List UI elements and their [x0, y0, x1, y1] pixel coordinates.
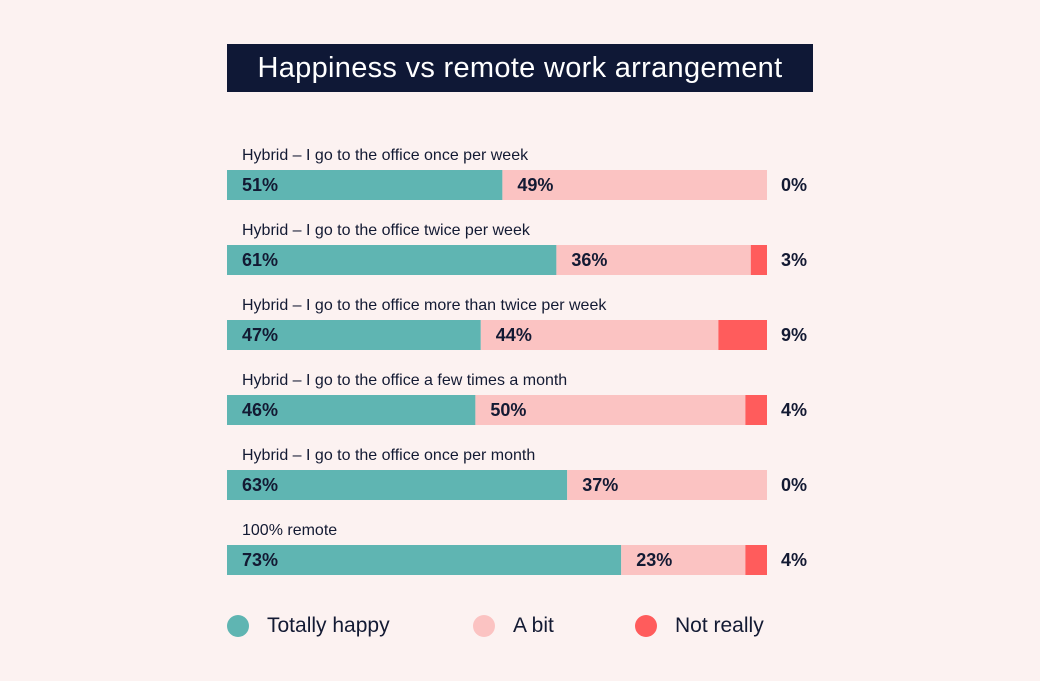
stacked-bar-chart: Hybrid – I go to the office once per wee… [227, 147, 807, 575]
data-label-totally-happy: 63% [242, 475, 278, 495]
data-label-a-bit: 37% [582, 475, 618, 495]
bar-row: Hybrid – I go to the office once per mon… [227, 447, 807, 500]
chart-title: Happiness vs remote work arrangement [227, 44, 813, 92]
data-label-a-bit: 44% [496, 325, 532, 345]
legend: Totally happy A bit Not really [227, 611, 827, 641]
legend-item-a-bit: A bit [473, 611, 554, 641]
data-label-totally-happy: 61% [242, 250, 278, 270]
data-label-a-bit: 50% [490, 400, 526, 420]
category-label: 100% remote [242, 522, 337, 539]
category-label: Hybrid – I go to the office once per mon… [242, 447, 535, 464]
bar-segment-not-really [745, 545, 767, 575]
data-label-totally-happy: 46% [242, 400, 278, 420]
bar-segment-not-really [745, 395, 767, 425]
bar-segment-totally-happy [227, 320, 481, 350]
bar-row: Hybrid – I go to the office once per wee… [227, 147, 807, 200]
bar-row: 100% remote 73% 23% 4% [227, 522, 807, 575]
bar-segment-totally-happy [227, 545, 622, 575]
legend-item-not-really: Not really [635, 611, 764, 641]
bar-segment-a-bit [480, 320, 719, 350]
bar-segment-totally-happy [227, 170, 503, 200]
data-label-not-really: 3% [781, 250, 807, 270]
bar-segment-a-bit [621, 545, 746, 575]
legend-swatch-totally-happy [227, 615, 249, 637]
bar-row: Hybrid – I go to the office a few times … [227, 372, 807, 425]
category-label: Hybrid – I go to the office a few times … [242, 372, 567, 389]
bar-segment-totally-happy [227, 395, 476, 425]
category-label: Hybrid – I go to the office more than tw… [242, 297, 607, 314]
data-label-a-bit: 49% [517, 175, 553, 195]
bar-segment-a-bit [567, 470, 767, 500]
data-label-not-really: 0% [781, 175, 807, 195]
legend-swatch-a-bit [473, 615, 495, 637]
bar-segment-not-really [750, 245, 767, 275]
bar-segment-a-bit [502, 170, 767, 200]
data-label-totally-happy: 73% [242, 550, 278, 570]
data-label-not-really: 4% [781, 550, 807, 570]
bar-segment-not-really [718, 320, 767, 350]
data-label-a-bit: 23% [636, 550, 672, 570]
legend-label-not-really: Not really [675, 614, 764, 637]
bar-segment-totally-happy [227, 245, 557, 275]
data-label-totally-happy: 51% [242, 175, 278, 195]
legend-swatch-not-really [635, 615, 657, 637]
bar-segment-totally-happy [227, 470, 568, 500]
data-label-not-really: 4% [781, 400, 807, 420]
bar-segment-a-bit [475, 395, 746, 425]
bar-row: Hybrid – I go to the office twice per we… [227, 222, 807, 275]
category-label: Hybrid – I go to the office once per wee… [242, 147, 529, 164]
legend-item-totally-happy: Totally happy [227, 611, 390, 641]
bar-row: Hybrid – I go to the office more than tw… [227, 297, 807, 350]
legend-label-a-bit: A bit [513, 614, 554, 637]
bar-segment-a-bit [556, 245, 751, 275]
data-label-totally-happy: 47% [242, 325, 278, 345]
legend-label-totally-happy: Totally happy [267, 614, 390, 637]
data-label-not-really: 0% [781, 475, 807, 495]
data-label-a-bit: 36% [571, 250, 607, 270]
data-label-not-really: 9% [781, 325, 807, 345]
category-label: Hybrid – I go to the office twice per we… [242, 222, 531, 239]
